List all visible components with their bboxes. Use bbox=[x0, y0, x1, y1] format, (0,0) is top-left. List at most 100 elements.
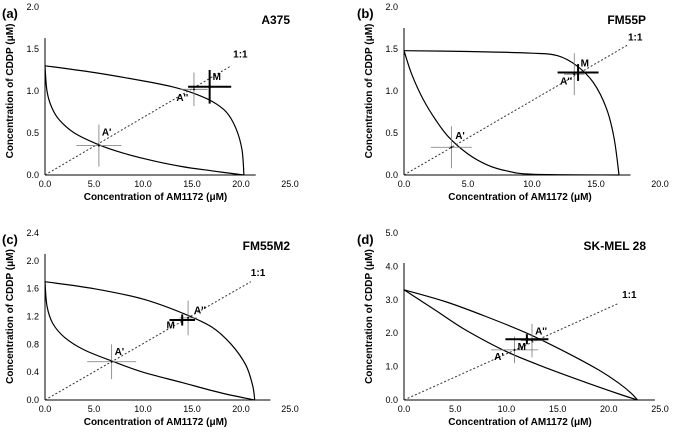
ratio-line-label: 1:1 bbox=[628, 33, 643, 44]
ratio-line-label: 1:1 bbox=[251, 268, 266, 279]
y-tick-label: 0.4 bbox=[26, 367, 39, 377]
x-tick-label: 0.0 bbox=[398, 404, 411, 414]
y-tick-label: 1.0 bbox=[385, 86, 398, 96]
isobole-lower-curve bbox=[403, 289, 638, 401]
y-tick-label: 3.0 bbox=[385, 295, 398, 305]
x-tick-label: 25.0 bbox=[281, 179, 299, 189]
point-label: A'' bbox=[535, 327, 547, 338]
chart-panel-3: 0.0 5.0 10.0 15.0 20.0 25.0 0.0 0.4 0.8 1.2 1.6 2.0… bbox=[2, 228, 299, 428]
x-tick-label: 5.0 bbox=[88, 404, 101, 414]
y-tick-label: 0.0 bbox=[26, 395, 39, 405]
chart-title: FM55M2 bbox=[243, 239, 291, 253]
x-tick-label: 0.0 bbox=[39, 179, 52, 189]
x-tick-label: 20.0 bbox=[232, 404, 250, 414]
panel-label: (d) bbox=[357, 232, 374, 247]
x-tick-label: 25.0 bbox=[651, 404, 669, 414]
x-axis-label: Concentration of AM1172 (μM) bbox=[448, 417, 592, 428]
ratio-line-label: 1:1 bbox=[622, 290, 637, 301]
x-tick-label: 10.0 bbox=[498, 404, 516, 414]
y-tick-label: 1.5 bbox=[385, 44, 398, 54]
x-tick-label: 10.0 bbox=[134, 179, 152, 189]
y-axis-label: Concentration of CDDP (μM) bbox=[5, 249, 16, 384]
x-tick-label: 5.0 bbox=[449, 404, 462, 414]
isobole-lower-curve bbox=[44, 281, 255, 401]
y-tick-label: 0.0 bbox=[26, 170, 39, 180]
ratio-line bbox=[44, 65, 232, 176]
y-axis-label: Concentration of CDDP (μM) bbox=[364, 249, 375, 384]
data-point bbox=[97, 144, 100, 147]
chart-title: SK-MEL 28 bbox=[584, 239, 647, 253]
y-tick-label: 0.0 bbox=[385, 170, 398, 180]
x-tick-label: 25.0 bbox=[281, 404, 299, 414]
point-label: M bbox=[518, 342, 526, 353]
x-axis-label: Concentration of AM1172 (μM) bbox=[448, 192, 592, 203]
ratio-line bbox=[403, 302, 620, 401]
x-tick-label: 5.0 bbox=[462, 179, 475, 189]
data-point bbox=[180, 318, 184, 322]
y-tick-label: 2.0 bbox=[385, 328, 398, 338]
x-tick-label: 0.0 bbox=[398, 179, 411, 189]
y-tick-label: 1.6 bbox=[26, 284, 39, 294]
point-label: A'' bbox=[176, 93, 188, 104]
point-label: A'' bbox=[560, 76, 572, 87]
y-tick-label: 1.0 bbox=[385, 362, 398, 372]
point-label: A'' bbox=[194, 306, 206, 317]
data-point bbox=[110, 360, 113, 363]
y-tick-label: 0.0 bbox=[385, 395, 398, 405]
isobole-upper-curve bbox=[403, 50, 620, 176]
panel-label: (a) bbox=[2, 6, 18, 21]
data-point bbox=[208, 85, 212, 89]
y-tick-label: 2.0 bbox=[385, 2, 398, 12]
panel-label: (b) bbox=[357, 6, 374, 21]
x-tick-label: 0.0 bbox=[39, 404, 52, 414]
y-tick-label: 2.0 bbox=[26, 2, 39, 12]
y-tick-label: 0.5 bbox=[385, 128, 398, 138]
data-point bbox=[525, 337, 529, 341]
ratio-line bbox=[44, 281, 252, 401]
x-tick-label: 10.0 bbox=[134, 404, 152, 414]
x-tick-label: 5.0 bbox=[88, 179, 101, 189]
point-label: M bbox=[213, 72, 221, 83]
chart-panel-2: 0.0 5.0 10.0 15.0 20.0 0.0 0.5 1.0 1.5 2.0 Concent… bbox=[357, 2, 669, 203]
ratio-line bbox=[403, 44, 629, 176]
isobole-upper-curve bbox=[403, 289, 638, 401]
point-label: A' bbox=[102, 128, 112, 139]
data-point bbox=[450, 146, 453, 149]
data-point bbox=[513, 348, 516, 351]
data-point bbox=[576, 71, 580, 75]
isobole-lower-curve bbox=[403, 50, 620, 176]
point-label: M bbox=[167, 320, 175, 331]
y-tick-label: 4.0 bbox=[385, 261, 398, 271]
y-tick-label: 1.2 bbox=[26, 312, 39, 322]
point-label: A' bbox=[455, 131, 465, 142]
data-point bbox=[573, 73, 576, 76]
chart-title: A375 bbox=[261, 13, 290, 27]
chart-panel-1: 0.0 5.0 10.0 15.0 20.0 25.0 0.0 0.5 1.0 1.5 2.0 Con… bbox=[2, 2, 299, 203]
x-tick-label: 20.0 bbox=[600, 404, 618, 414]
point-label: M bbox=[581, 59, 589, 70]
ratio-line-label: 1:1 bbox=[233, 49, 248, 60]
x-axis-label: Concentration of AM1172 (μM) bbox=[84, 417, 228, 428]
x-tick-label: 10.0 bbox=[523, 179, 541, 189]
x-tick-label: 15.0 bbox=[587, 179, 605, 189]
data-point bbox=[187, 316, 190, 319]
y-tick-label: 1.0 bbox=[26, 86, 39, 96]
x-tick-label: 15.0 bbox=[183, 179, 201, 189]
y-tick-label: 2.0 bbox=[26, 256, 39, 266]
data-point bbox=[192, 88, 195, 91]
y-axis-label: Concentration of CDDP (μM) bbox=[5, 24, 16, 159]
y-tick-label: 2.4 bbox=[26, 228, 39, 238]
y-tick-label: 5.0 bbox=[385, 228, 398, 238]
point-label: A' bbox=[494, 352, 504, 363]
x-axis-label: Concentration of AM1172 (μM) bbox=[84, 192, 228, 203]
chart-panel-4: 0.0 5.0 10.0 15.0 20.0 25.0 0.0 1.0 2.0 3.0 4.0 5.0… bbox=[357, 228, 669, 428]
y-tick-label: 0.8 bbox=[26, 339, 39, 349]
x-tick-label: 20.0 bbox=[651, 179, 669, 189]
x-tick-label: 15.0 bbox=[549, 404, 567, 414]
x-tick-label: 15.0 bbox=[183, 404, 201, 414]
panel-label: (c) bbox=[2, 232, 18, 247]
isobole-upper-curve bbox=[44, 281, 256, 401]
y-axis-label: Concentration of CDDP (μM) bbox=[364, 24, 375, 159]
x-tick-label: 20.0 bbox=[232, 179, 250, 189]
